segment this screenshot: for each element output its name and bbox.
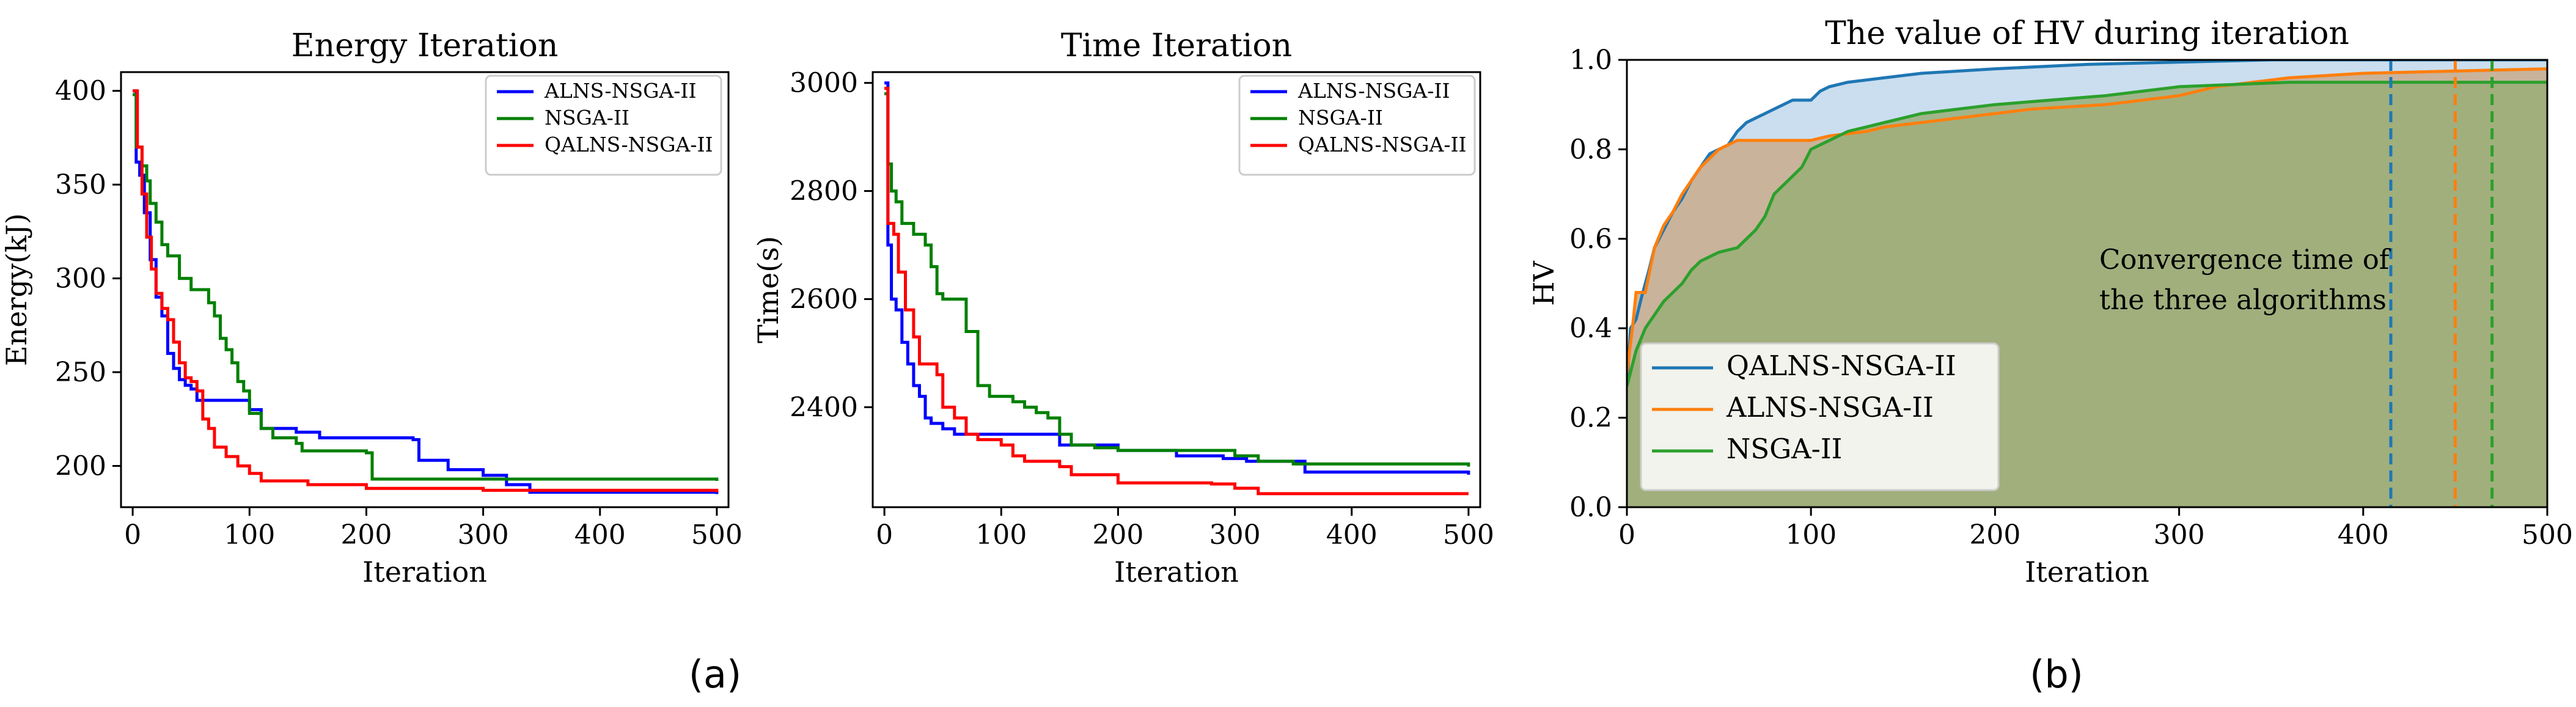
caption-a: (a) [689, 652, 741, 697]
legend-box [1238, 75, 1476, 176]
series-line-qalns-nsga-ii [133, 89, 719, 493]
x-tick-label: 200 [1969, 519, 2020, 551]
x-tick-label: 0 [1618, 519, 1635, 551]
legend: ALNS-NSGA-II NSGA-II QALNS-NSGA-II [485, 75, 722, 176]
legend-label: QALNS-NSGA-II [1298, 133, 1467, 156]
legend-label: NSGA-II [545, 106, 629, 130]
legend: QALNS-NSGA-II ALNS-NSGA-II NSGA-II [1640, 342, 2000, 491]
y-tick-label: 0.2 [1569, 403, 1612, 434]
x-tick-label: 300 [2154, 519, 2205, 551]
x-tick-label: 0 [124, 519, 141, 551]
y-tick-label: 0.6 [1569, 224, 1612, 255]
y-tick-label: 3000 [790, 68, 858, 99]
y-tick-label: 300 [55, 263, 106, 295]
y-tick-label: 400 [55, 76, 106, 107]
annotation-line-1: the three algorithms [2099, 284, 2387, 316]
x-tick-label: 100 [975, 519, 1027, 551]
y-tick-label: 0.4 [1569, 313, 1612, 344]
x-tick-label: 200 [340, 519, 392, 551]
y-tick-label: 0.8 [1569, 134, 1612, 165]
legend: ALNS-NSGA-II NSGA-II QALNS-NSGA-II [1238, 75, 1476, 176]
x-tick-label: 500 [691, 519, 743, 551]
legend-label: ALNS-NSGA-II [544, 79, 696, 103]
legend-label: QALNS-NSGA-II [545, 133, 713, 156]
chart-title: Time Iteration [1061, 27, 1292, 64]
series-line-alns-nsga-ii [884, 81, 1470, 475]
x-axis-title: Iteration [362, 555, 487, 588]
chart-title: Energy Iteration [292, 27, 559, 64]
annotation-line-0: Convergence time of [2099, 243, 2391, 276]
legend-label: QALNS-NSGA-II [1727, 350, 1956, 382]
x-axis-title: Iteration [2025, 555, 2149, 588]
legend-label: ALNS-NSGA-II [1726, 391, 1934, 423]
legend-box [1640, 342, 2000, 491]
x-axis-title: Iteration [1114, 555, 1239, 588]
y-axis-title: HV [1527, 261, 1560, 306]
y-tick-label: 2400 [790, 392, 858, 423]
y-tick-label: 1.0 [1569, 45, 1612, 76]
y-tick-label: 0.0 [1569, 492, 1612, 523]
series-line-nsga-ii [1627, 81, 2547, 387]
series-line-alns-nsga-ii [1627, 67, 2547, 373]
series-line-nsga-ii [884, 92, 1470, 467]
time-iteration-chart: 0 100 200 300 400 500 2400 2600 2800 3000 Time Ite… [752, 27, 1494, 588]
caption-b: (b) [2030, 652, 2083, 697]
y-tick-label: 250 [55, 357, 106, 388]
legend-label: NSGA-II [1298, 106, 1383, 130]
x-tick-label: 400 [574, 519, 626, 551]
energy-iteration-chart: 0 100 200 300 400 500 200 250 300 350 400 Energy It… [0, 27, 743, 588]
hv-iteration-chart: Convergence time of the three algorithms 0… [1527, 15, 2573, 588]
y-tick-label: 200 [55, 450, 106, 482]
x-tick-label: 100 [1785, 519, 1837, 551]
x-tick-label: 300 [458, 519, 509, 551]
legend-label: NSGA-II [1727, 433, 1842, 465]
chart-title: The value of HV during iteration [1825, 15, 2349, 52]
x-tick-label: 400 [2338, 519, 2389, 551]
x-tick-label: 100 [224, 519, 275, 551]
x-tick-label: 300 [1209, 519, 1261, 551]
x-tick-label: 400 [1326, 519, 1378, 551]
y-tick-label: 2800 [790, 176, 858, 207]
plot-area [884, 81, 1470, 496]
y-axis-title: Time(s) [752, 236, 785, 343]
x-tick-label: 200 [1092, 519, 1143, 551]
x-tick-label: 500 [1443, 519, 1494, 551]
legend-label: ALNS-NSGA-II [1297, 79, 1450, 103]
y-tick-label: 350 [55, 169, 106, 200]
plot-area [133, 89, 719, 494]
axes-frame [872, 71, 1481, 508]
x-tick-label: 500 [2522, 519, 2573, 551]
series-line-nsga-ii [133, 93, 719, 482]
y-axis-title: Energy(kJ) [0, 213, 33, 366]
legend-box [485, 75, 722, 176]
series-line-qalns-nsga-ii [884, 87, 1469, 496]
y-tick-label: 2600 [790, 284, 858, 315]
axes-frame [1626, 59, 2548, 508]
x-tick-label: 0 [876, 519, 893, 551]
axes-frame [120, 71, 730, 508]
